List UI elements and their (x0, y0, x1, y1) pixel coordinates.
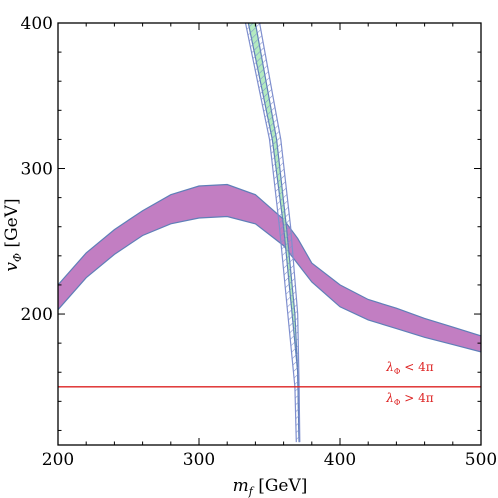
band-purple-upper-edge (58, 183, 481, 337)
plot-frame (57, 22, 482, 446)
x-axis-title: mf [GeV] (233, 476, 308, 498)
band-hatched-upper-edge (259, 23, 301, 443)
y-axis-title: vΦ [GeV] (2, 198, 24, 271)
band-hatched-area (245, 23, 300, 443)
annotation-coupling-below-bound: λΦ < 4π (385, 360, 433, 376)
x-tick-label: 300 (183, 450, 215, 470)
x-tick-label: 500 (465, 450, 497, 470)
band-hatched-lower-edge (244, 23, 297, 443)
band-purple-lower-edge (58, 215, 481, 353)
band-purple-area (58, 184, 481, 352)
annotation-coupling-above-bound: λΦ > 4π (385, 391, 433, 407)
y-tick-label: 400 (21, 14, 53, 34)
y-tick-label: 200 (21, 305, 53, 325)
x-tick-label: 400 (324, 450, 356, 470)
y-tick-label: 300 (21, 160, 53, 180)
x-tick-label: 200 (42, 450, 74, 470)
